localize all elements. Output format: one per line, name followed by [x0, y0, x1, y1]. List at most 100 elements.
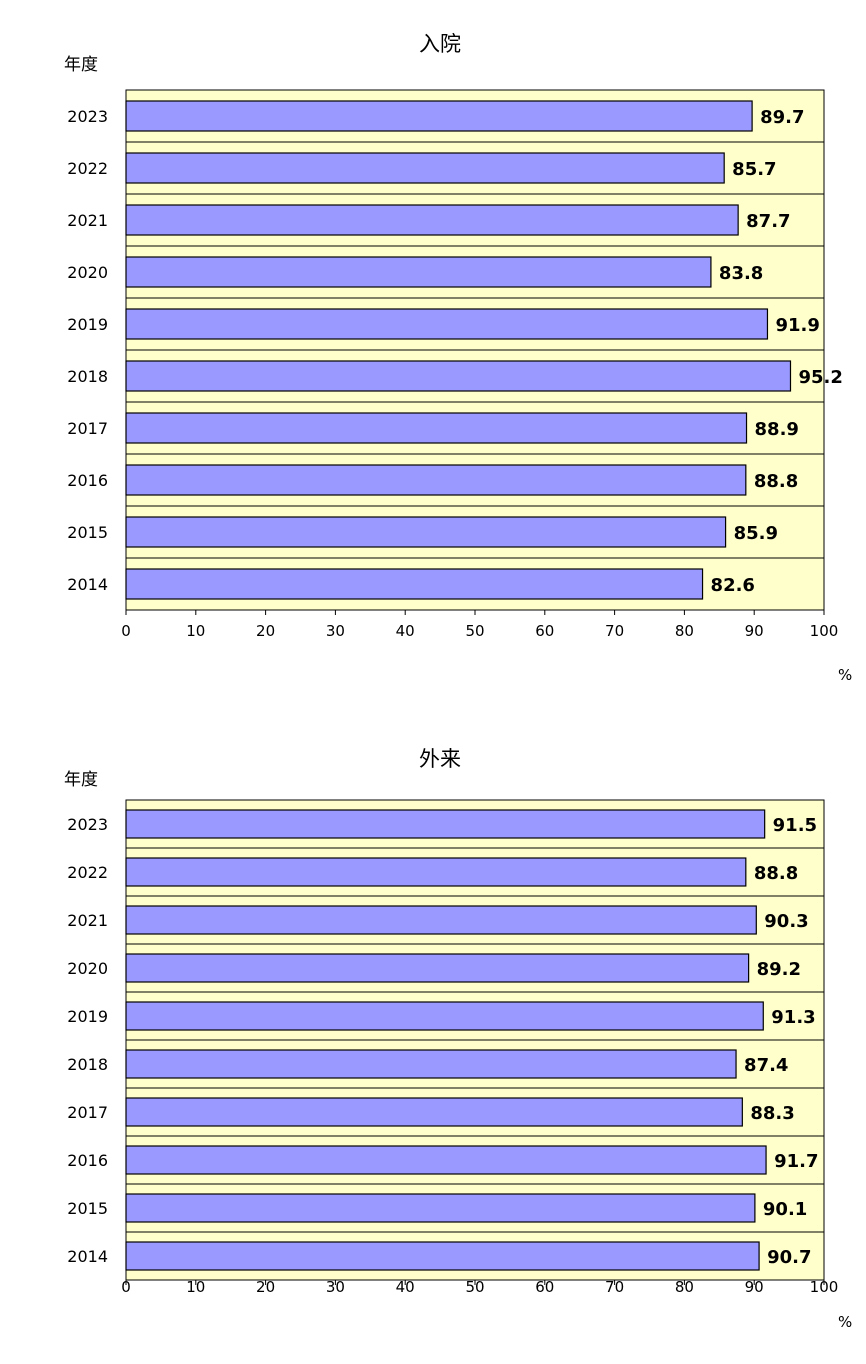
x-tick-label: 30: [326, 1278, 345, 1296]
data-label: 89.7: [760, 107, 804, 128]
x-tick-labels: 0 10 20 30 40 50 60 70 80 90 100: [121, 1278, 838, 1296]
y-tick-label: 2019: [67, 315, 108, 334]
bar: [125, 568, 704, 600]
x-axis-unit: %: [838, 666, 852, 684]
x-tick-label: 10: [186, 1278, 205, 1296]
bar: [125, 1145, 767, 1175]
bar: [125, 809, 766, 839]
y-tick-label: 2022: [67, 159, 108, 178]
x-tick-label: 70: [605, 622, 624, 640]
x-tick-label: 100: [810, 622, 839, 640]
x-tick-label: 60: [535, 622, 554, 640]
x-tick-label: 20: [256, 622, 275, 640]
data-label: 85.9: [734, 523, 778, 544]
data-label: 87.7: [746, 211, 790, 232]
x-tick-label: 10: [186, 622, 205, 640]
bar: [125, 256, 712, 288]
y-tick-label: 2022: [67, 863, 108, 882]
bar: [125, 360, 792, 392]
grid-lines: [126, 847, 824, 1233]
bar: [125, 1193, 756, 1223]
y-tick-label: 2020: [67, 263, 108, 282]
y-tick-label: 2018: [67, 367, 108, 386]
x-tick-labels: 0 10 20 30 40 50 60 70 80 90 100: [121, 610, 838, 640]
bar: [125, 857, 747, 887]
x-tick-label: 50: [465, 622, 484, 640]
y-tick-label: 2018: [67, 1055, 108, 1074]
data-labels: 91.5 88.8 90.3 89.2 91.3 87.4 88.3 91.7 90.1 90.7: [744, 815, 818, 1268]
y-axis-label: 年度: [64, 55, 98, 75]
bar: [125, 1097, 743, 1127]
bar: [125, 152, 725, 184]
y-tick-label: 2015: [67, 523, 108, 542]
x-tick-label: 40: [396, 622, 415, 640]
y-tick-label: 2016: [67, 471, 108, 490]
inpatient-chart: 入院 年度 2023202220212020201920182017201620…: [64, 32, 852, 684]
data-label: 89.2: [757, 959, 801, 980]
data-label: 85.7: [732, 159, 776, 180]
bar: [125, 905, 757, 935]
bar: [125, 204, 739, 236]
y-tick-label: 2014: [67, 575, 108, 594]
y-tick-labels: 2023 2022 2021 2020 2019 2018 2017 2016 2015 2014: [67, 107, 108, 594]
x-tick-label: 90: [745, 1278, 764, 1296]
data-label: 82.6: [711, 575, 755, 596]
y-tick-label: 2016: [67, 1151, 108, 1170]
data-label: 91.9: [775, 315, 819, 336]
y-tick-label: 2014: [67, 1247, 108, 1266]
x-tick-label: 50: [465, 1278, 484, 1296]
data-label: 91.7: [774, 1151, 818, 1172]
bar: [125, 516, 727, 548]
data-label: 88.3: [750, 1103, 794, 1124]
y-tick-label: 2020: [67, 959, 108, 978]
bar: [125, 1241, 760, 1271]
data-label: 90.3: [764, 911, 808, 932]
data-label: 90.1: [763, 1199, 807, 1220]
x-tick-label: 100: [810, 1278, 839, 1296]
x-tick-label: 80: [675, 622, 694, 640]
x-tick-label: 70: [605, 1278, 624, 1296]
y-tick-label: 2015: [67, 1199, 108, 1218]
y-tick-label: 2023: [67, 815, 108, 834]
x-tick-label: 20: [256, 1278, 275, 1296]
bars: [125, 809, 767, 1271]
data-labels: 89.7 85.7 87.7 83.8 91.9 95.2 88.9 88.8 85.9 82.6: [711, 107, 843, 596]
y-tick-label: 2019: [67, 1007, 108, 1026]
outpatient-chart: 外来 年度 2023202220212020201920182017201620…: [64, 747, 852, 1331]
data-label: 95.2: [798, 367, 842, 388]
grid-lines: [126, 141, 824, 559]
data-label: 88.8: [754, 863, 798, 884]
x-tick-label: 60: [535, 1278, 554, 1296]
data-label: 87.4: [744, 1055, 788, 1076]
data-label: 91.3: [771, 1007, 815, 1028]
x-tick-label: 0: [121, 622, 131, 640]
bar: [125, 464, 747, 496]
bars: [125, 100, 792, 600]
bar: [125, 1001, 764, 1031]
x-tick-label: 80: [675, 1278, 694, 1296]
y-tick-labels: 2023 2022 2021 2020 2019 2018 2017 2016 2015 2014: [67, 815, 108, 1266]
data-label: 90.7: [767, 1247, 811, 1268]
y-tick-label: 2017: [67, 1103, 108, 1122]
data-label: 88.8: [754, 471, 798, 492]
y-tick-label: 2023: [67, 107, 108, 126]
x-axis-unit: %: [838, 1313, 852, 1331]
y-tick-label: 2017: [67, 419, 108, 438]
x-tick-label: 30: [326, 622, 345, 640]
chart-title: 外来: [419, 747, 461, 771]
bar: [125, 100, 753, 132]
y-tick-label: 2021: [67, 911, 108, 930]
x-tick-label: 0: [121, 1278, 131, 1296]
bar: [125, 308, 769, 340]
bar: [125, 1049, 737, 1079]
x-tick-label: 90: [745, 622, 764, 640]
data-label: 91.5: [773, 815, 817, 836]
bar: [125, 412, 748, 444]
x-tick-label: 40: [396, 1278, 415, 1296]
data-label: 88.9: [755, 419, 799, 440]
chart-title: 入院: [419, 32, 461, 56]
bar: [125, 953, 750, 983]
y-axis-label: 年度: [64, 770, 98, 790]
y-tick-label: 2021: [67, 211, 108, 230]
data-label: 83.8: [719, 263, 763, 284]
